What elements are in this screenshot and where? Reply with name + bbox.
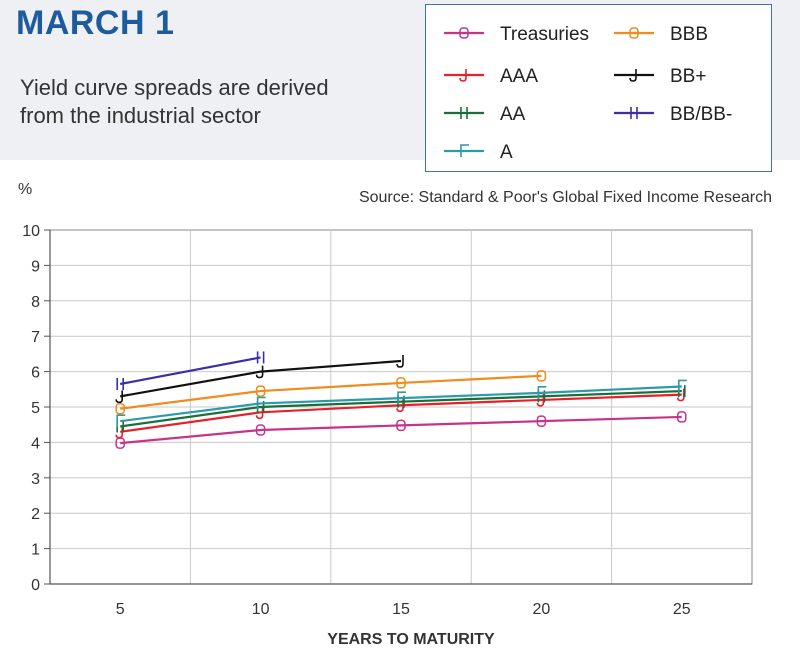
data-point-bb--part	[396, 354, 404, 368]
data-point-a-part	[537, 386, 547, 399]
x-axis-label: YEARS TO MATURITY	[327, 631, 495, 648]
legend-label-aa: AA	[500, 104, 526, 125]
data-point-bb-bb-	[256, 351, 265, 364]
series-line-bb-	[120, 359, 402, 398]
data-point-a	[677, 379, 687, 393]
legend-marker-aaa	[459, 69, 467, 82]
source-note: Source: Standard & Poor's Global Fixed I…	[359, 189, 772, 206]
data-point-bbb-part	[255, 385, 266, 397]
series-line-a	[120, 385, 682, 423]
x-tick-label: 15	[392, 601, 410, 618]
data-point-a-part	[256, 396, 266, 410]
data-point-a-part	[116, 414, 126, 428]
data-point-bb-	[396, 354, 404, 368]
y-tick-label: 5	[31, 400, 40, 417]
subtitle-line-2: from the industrial sector	[20, 103, 261, 128]
data-point-bbb	[396, 377, 406, 389]
data-point-a	[397, 391, 406, 405]
legend-marker-aa	[460, 107, 468, 119]
series-line-aa	[120, 389, 682, 428]
y-tick-label: 0	[31, 577, 40, 594]
data-point-aaa	[536, 393, 545, 407]
y-tick-label: 7	[31, 329, 40, 346]
y-tick-label: 9	[31, 258, 40, 275]
series-line-aaa	[120, 393, 682, 433]
data-point-treasuries	[255, 424, 266, 436]
data-point-bbb-part	[536, 370, 547, 382]
data-point-bbb	[115, 403, 125, 415]
data-point-treasuries	[536, 415, 547, 427]
legend-marker-treasuries	[459, 27, 469, 39]
y-tick-label: 4	[31, 435, 40, 452]
data-point-aaa-part	[255, 406, 264, 420]
legend-marker-bb-	[629, 69, 637, 82]
subtitle: Yield curve spreads are derived from the…	[20, 74, 400, 130]
data-point-aaa-part	[677, 388, 685, 402]
data-point-bb--part	[115, 390, 123, 404]
data-point-bbb-part	[115, 403, 125, 415]
legend-marker-bbb-part	[629, 27, 639, 39]
data-point-aaa	[255, 406, 264, 420]
data-point-aaa-part	[396, 399, 404, 413]
data-point-aaa	[396, 399, 404, 413]
data-point-aaa	[115, 425, 123, 439]
x-tick-label: 25	[673, 601, 691, 618]
data-point-treasuries-part	[396, 419, 406, 432]
legend-label-bbb: BBB	[670, 24, 708, 45]
y-tick-label: 1	[31, 542, 40, 559]
legend-marker-bbb	[629, 27, 639, 39]
legend-marker-treasuries-part	[459, 27, 469, 39]
data-point-treasuries	[396, 419, 406, 432]
legend-label-a: A	[500, 142, 513, 163]
data-point-a-part	[397, 391, 406, 405]
page-title: MARCH 1	[16, 4, 175, 42]
y-tick-label: 6	[31, 365, 40, 382]
legend-marker-a-part	[460, 144, 469, 157]
series-line-bbb	[120, 374, 542, 410]
chart-legend: Treasuries AAA AA A BBB BB+ BB/BB-	[425, 4, 772, 172]
data-point-treasuries-part	[536, 415, 547, 427]
data-point-treasuries-part	[677, 411, 687, 423]
y-tick-label: 2	[31, 506, 40, 523]
data-point-bb--part	[255, 365, 264, 379]
legend-marker-bb-bb-	[630, 107, 638, 119]
data-point-aaa-part	[536, 393, 545, 407]
y-tick-label: 8	[31, 294, 40, 311]
y-tick-label: 10	[22, 223, 40, 240]
data-point-bbb	[255, 385, 266, 397]
legend-label-treasuries: Treasuries	[500, 24, 589, 45]
data-point-aaa	[677, 388, 685, 402]
data-point-treasuries-part	[255, 424, 266, 436]
series-line-bb-bb-	[119, 356, 261, 386]
data-point-bbb	[536, 370, 547, 382]
data-point-a	[116, 414, 126, 428]
legend-label-bb-bb-: BB/BB-	[670, 104, 732, 125]
data-point-treasuries	[677, 411, 687, 423]
data-point-bb-	[115, 390, 123, 404]
legend-marker-bb--part	[629, 69, 637, 82]
data-point-bb-	[255, 365, 264, 379]
y-tick-label: 3	[31, 471, 40, 488]
yield-curve-chart: % Source: Standard & Poor's Global Fixed …	[18, 181, 772, 648]
legend-marker-a	[460, 144, 469, 157]
data-point-a	[537, 386, 547, 399]
legend-label-aaa: AAA	[500, 66, 538, 87]
data-point-aaa-part	[115, 425, 123, 439]
x-tick-label: 10	[252, 601, 270, 618]
data-point-a	[256, 396, 266, 410]
x-tick-label: 20	[533, 601, 551, 618]
data-point-a-part	[677, 379, 687, 393]
subtitle-line-1: Yield curve spreads are derived	[20, 75, 329, 100]
legend-label-bb-: BB+	[670, 66, 706, 87]
x-tick-label: 5	[116, 601, 125, 618]
data-point-bbb-part	[396, 377, 406, 389]
series-line-treasuries	[120, 415, 682, 445]
y-axis-label: %	[18, 181, 32, 198]
legend-marker-aaa-part	[459, 69, 467, 82]
data-point-bb-bb-	[116, 377, 124, 390]
